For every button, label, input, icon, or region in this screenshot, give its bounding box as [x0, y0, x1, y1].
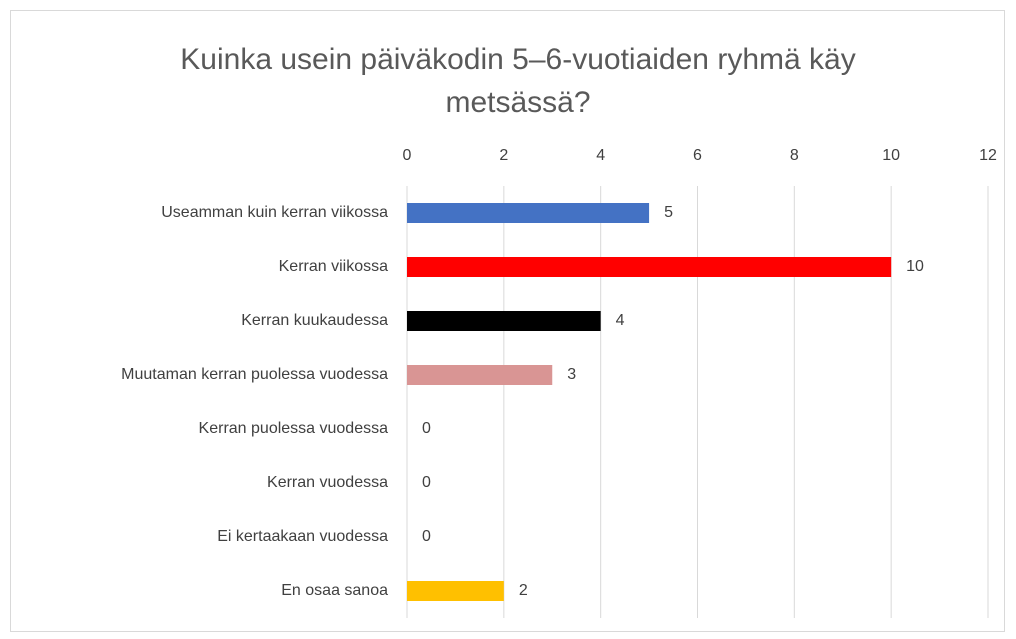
y-tick-label: Kerran kuukaudessa	[241, 312, 388, 329]
value-label: 4	[616, 312, 625, 329]
y-tick-label: Ei kertaakaan vuodessa	[217, 528, 388, 545]
y-tick-label: Muutaman kerran puolessa vuodessa	[121, 366, 388, 383]
bar	[407, 581, 504, 601]
bar	[407, 257, 892, 277]
bar	[407, 203, 650, 223]
bar	[407, 365, 553, 385]
bar	[407, 311, 601, 331]
x-tick-label: 4	[596, 147, 605, 164]
x-tick-label: 6	[693, 147, 702, 164]
x-tick-label: 8	[790, 147, 799, 164]
chart-border	[10, 10, 1005, 632]
value-label: 3	[567, 366, 576, 383]
value-label: 0	[422, 528, 431, 545]
y-tick-label: Kerran puolessa vuodessa	[199, 420, 389, 437]
value-label: 5	[664, 204, 673, 221]
y-tick-label: Kerran viikossa	[279, 258, 388, 275]
value-label: 0	[422, 420, 431, 437]
x-tick-label: 10	[882, 147, 900, 164]
value-label: 0	[422, 474, 431, 491]
y-tick-label: En osaa sanoa	[281, 582, 388, 599]
value-label: 10	[906, 258, 924, 275]
chart-title: Kuinka usein päiväkodin 5–6-vuotiaiden r…	[180, 43, 856, 119]
value-label: 2	[519, 582, 528, 599]
x-tick-label: 0	[403, 147, 412, 164]
y-tick-label: Useamman kuin kerran viikossa	[161, 204, 388, 221]
x-tick-label: 2	[499, 147, 508, 164]
x-tick-label: 12	[979, 147, 997, 164]
y-tick-label: Kerran vuodessa	[267, 474, 388, 491]
